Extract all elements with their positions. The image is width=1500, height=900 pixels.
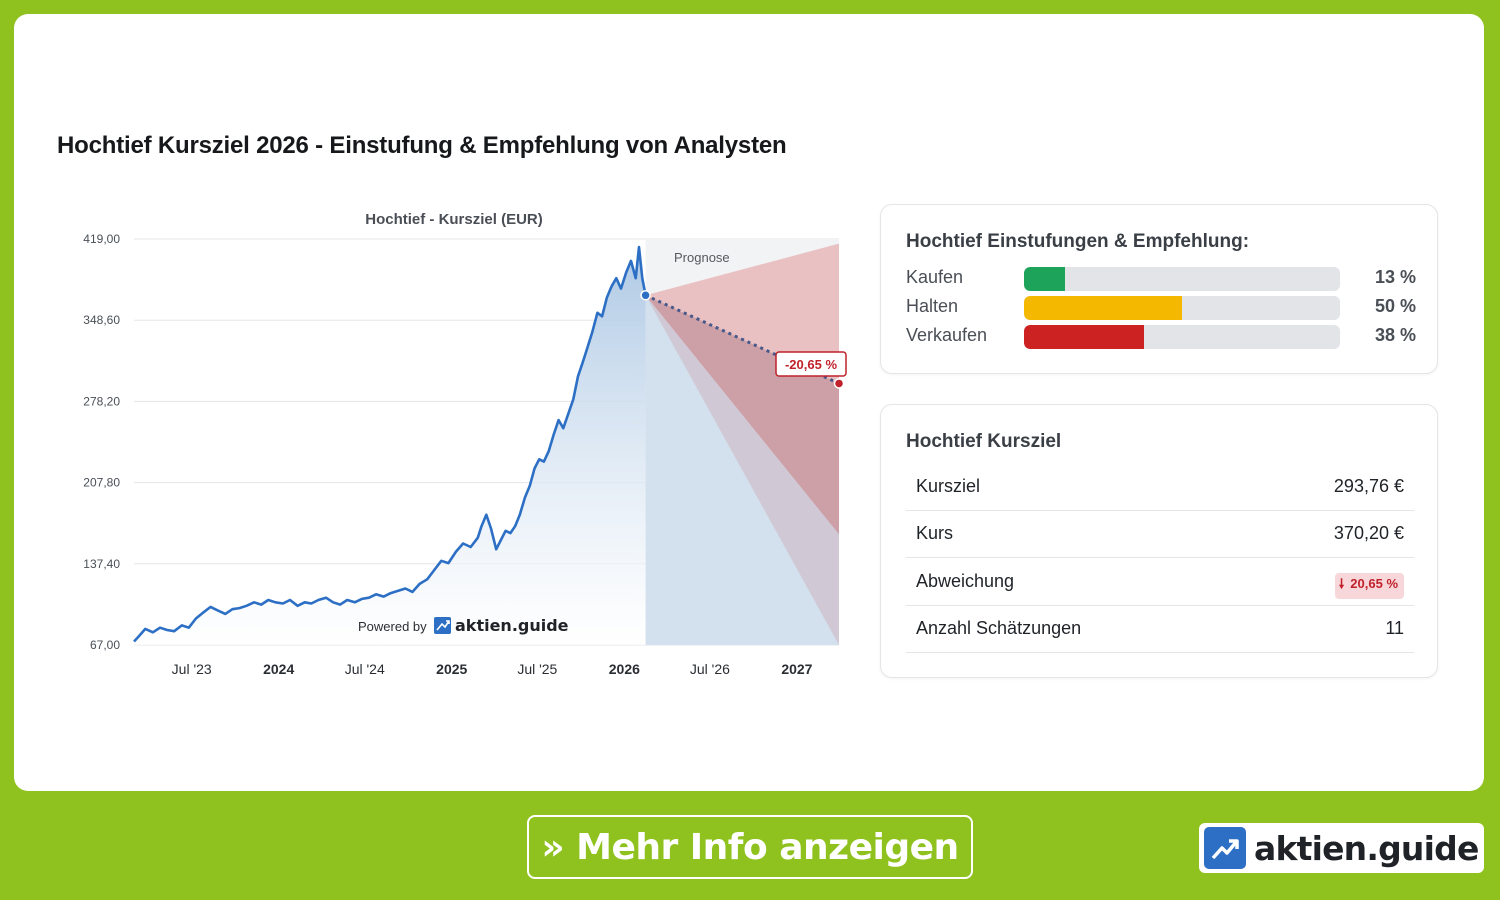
rating-percent: 50 % [1374, 296, 1416, 316]
forecast-area [645, 295, 839, 645]
chart-title: Hochtief - Kursziel (EUR) [365, 211, 543, 228]
arrow-down-icon: 🠗 [1338, 576, 1345, 591]
x-tick-label: 2025 [436, 661, 467, 677]
x-tick-label: Jul '23 [172, 661, 212, 677]
abweichung-key: Abweichung [916, 571, 1015, 591]
x-tick-label: Jul '25 [517, 661, 557, 677]
rating-label: Halten [906, 296, 959, 316]
x-tick-label: 2026 [609, 661, 640, 677]
rating-bar [1024, 267, 1340, 291]
content-card: Hochtief Kursziel 2026 - Einstufung & Em… [14, 14, 1484, 791]
kurs-key: Kurs [916, 523, 954, 543]
aktien-guide-logo[interactable]: aktien.guide [1199, 823, 1484, 873]
y-tick-label: 137,40 [83, 557, 120, 571]
deviation-value: 20,65 % [1350, 576, 1398, 591]
rating-row-sell: Verkaufen 38 % [906, 324, 1416, 349]
price-target-panel: Hochtief Kursziel Kursziel 293,76 € Kurs… [880, 404, 1438, 678]
price-area [134, 247, 646, 645]
ratings-title: Hochtief Einstufungen & Empfehlung: [906, 231, 1250, 252]
rating-label: Kaufen [906, 267, 964, 287]
price-target-chart: 419,00 348,60 278,20 207,80 137,40 67,00 Jul '… [83, 211, 847, 677]
x-tick-label: Jul '24 [345, 661, 385, 677]
estimates-key: Anzahl Schätzungen [916, 618, 1082, 638]
forecast-label: Prognose [674, 250, 730, 265]
powered-by-text: Powered by [358, 619, 427, 634]
price-line [133, 245, 647, 643]
target-price-point [833, 378, 845, 389]
logo-text: aktien.guide [1254, 828, 1479, 868]
abweichung-row: Abweichung 🠗 20,65 % [906, 558, 1414, 606]
y-tick-label: 207,80 [83, 476, 120, 490]
estimates-row: Anzahl Schätzungen 11 [906, 605, 1414, 653]
rating-percent: 38 % [1374, 325, 1416, 345]
ratings-panel: Hochtief Einstufungen & Empfehlung: Kauf… [880, 204, 1438, 374]
x-tick-label: Jul '26 [690, 661, 730, 677]
trend-arrow-icon [436, 620, 450, 631]
current-price-point [640, 290, 651, 301]
rating-percent: 13 % [1374, 267, 1416, 287]
y-tick-label: 278,20 [83, 394, 120, 408]
kurs-row: Kurs 370,20 € [906, 510, 1414, 558]
rating-bar [1024, 325, 1340, 349]
y-tick-label: 348,60 [83, 313, 120, 327]
price-target-title: Hochtief Kursziel [906, 431, 1062, 452]
forecast-deviation-badge: -20,65 % [775, 351, 847, 377]
x-tick-label: 2027 [781, 661, 812, 677]
powered-by-watermark: Powered by aktien.guide [358, 616, 569, 635]
kursziel-value: 293,76 € [1333, 476, 1404, 496]
rating-label: Verkaufen [906, 325, 988, 345]
rating-row-buy: Kaufen 13 % [906, 266, 1416, 291]
page-title: Hochtief Kursziel 2026 - Einstufung & Em… [57, 132, 787, 159]
rating-bar-fill [1024, 325, 1145, 349]
more-info-button[interactable]: » Mehr Info anzeigen [527, 815, 973, 879]
deviation-badge: 🠗 20,65 % [1334, 573, 1404, 599]
kursziel-key: Kursziel [916, 476, 981, 496]
forecast-fan-lower [645, 295, 839, 535]
y-tick-label: 67,00 [90, 638, 120, 652]
rating-bar-fill [1024, 267, 1066, 291]
trend-chart-icon [1204, 827, 1246, 869]
deviation-label: -20,65 % [785, 357, 837, 372]
kursziel-row: Kursziel 293,76 € [906, 463, 1414, 511]
powered-by-brand: aktien.guide [455, 616, 569, 635]
x-tick-label: 2024 [263, 661, 294, 677]
kurs-value: 370,20 € [1333, 523, 1404, 543]
y-tick-label: 419,00 [83, 232, 120, 246]
estimates-value: 11 [1385, 618, 1404, 638]
rating-row-hold: Halten 50 % [906, 295, 1416, 320]
rating-bar-fill [1024, 296, 1182, 320]
rating-bar [1024, 296, 1340, 320]
